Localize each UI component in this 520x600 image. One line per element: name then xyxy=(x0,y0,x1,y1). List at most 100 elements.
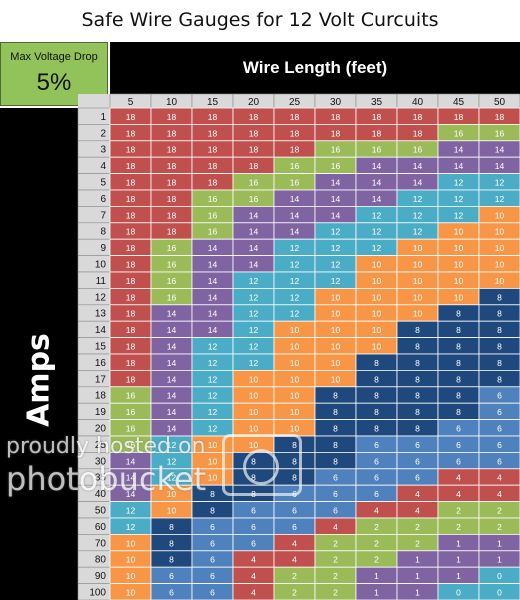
gauge-value-label: 16 xyxy=(208,210,218,220)
gauge-value-label: 10 xyxy=(495,227,505,237)
gauge-value-label: 6 xyxy=(415,473,420,483)
row-tick-label: 19 xyxy=(95,407,107,418)
gauge-value-label: 8 xyxy=(415,424,420,434)
gauge-value-label: 16 xyxy=(126,424,136,434)
gauge-value-label: 16 xyxy=(167,260,177,270)
gauge-value-label: 8 xyxy=(333,440,338,450)
gauge-value-label: 10 xyxy=(331,342,341,352)
gauge-value-label: 8 xyxy=(497,292,502,302)
gauge-value-label: 14 xyxy=(126,489,136,499)
gauge-value-label: 8 xyxy=(497,309,502,319)
gauge-value-label: 12 xyxy=(372,227,382,237)
gauge-value-label: 4 xyxy=(497,473,502,483)
gauge-value-label: 14 xyxy=(331,178,341,188)
gauge-value-label: 1 xyxy=(374,588,379,598)
gauge-value-label: 14 xyxy=(167,407,177,417)
row-tick-label: 15 xyxy=(95,342,107,353)
gauge-value-label: 10 xyxy=(290,391,300,401)
row-tick-label: 3 xyxy=(100,145,106,156)
gauge-value-label: 2 xyxy=(374,555,379,565)
gauge-value-label: 8 xyxy=(415,342,420,352)
gauge-value-label: 6 xyxy=(497,440,502,450)
gauge-value-label: 2 xyxy=(333,588,338,598)
gauge-value-label: 2 xyxy=(333,538,338,548)
gauge-value-label: 12 xyxy=(290,292,300,302)
gauge-value-label: 14 xyxy=(249,227,259,237)
gauge-value-label: 18 xyxy=(454,112,464,122)
gauge-value-label: 8 xyxy=(251,473,256,483)
gauge-value-label: 18 xyxy=(126,260,136,270)
gauge-value-label: 18 xyxy=(249,145,259,155)
gauge-value-label: 1 xyxy=(456,571,461,581)
gauge-value-label: 8 xyxy=(456,325,461,335)
gauge-value-label: 18 xyxy=(126,227,136,237)
row-tick-label: 30 xyxy=(95,456,107,467)
gauge-value-label: 6 xyxy=(292,489,297,499)
gauge-value-label: 4 xyxy=(251,571,256,581)
gauge-value-label: 1 xyxy=(456,555,461,565)
gauge-value-label: 2 xyxy=(374,538,379,548)
gauge-value-label: 2 xyxy=(374,522,379,532)
gauge-value-label: 8 xyxy=(415,407,420,417)
gauge-value-label: 18 xyxy=(208,145,218,155)
gauge-value-label: 6 xyxy=(210,555,215,565)
gauge-value-label: 18 xyxy=(167,145,177,155)
gauge-value-label: 8 xyxy=(456,358,461,368)
gauge-value-label: 18 xyxy=(290,112,300,122)
gauge-value-label: 1 xyxy=(497,555,502,565)
chart-title: Safe Wire Gauges for 12 Volt Curcuits xyxy=(81,9,439,31)
row-tick-label: 80 xyxy=(95,555,107,566)
row-tick-label: 2 xyxy=(100,128,106,139)
row-tick-label: 20 xyxy=(95,424,107,435)
column-tick-label: 30 xyxy=(330,97,342,108)
gauge-value-label: 1 xyxy=(415,571,420,581)
gauge-value-label: 14 xyxy=(249,243,259,253)
column-tick-label: 10 xyxy=(166,97,178,108)
gauge-value-label: 2 xyxy=(333,555,338,565)
gauge-value-label: 18 xyxy=(126,309,136,319)
gauge-value-label: 10 xyxy=(290,374,300,384)
gauge-value-label: 18 xyxy=(413,128,423,138)
gauge-value-label: 2 xyxy=(456,522,461,532)
column-tick-label: 15 xyxy=(207,97,219,108)
gauge-value-label: 8 xyxy=(456,407,461,417)
gauge-value-label: 8 xyxy=(210,489,215,499)
gauge-value-label: 12 xyxy=(167,473,177,483)
gauge-value-label: 14 xyxy=(249,260,259,270)
gauge-value-label: 6 xyxy=(415,440,420,450)
gauge-value-label: 14 xyxy=(249,210,259,220)
gauge-value-label: 12 xyxy=(208,342,218,352)
gauge-value-label: 10 xyxy=(454,243,464,253)
gauge-value-label: 6 xyxy=(374,440,379,450)
gauge-value-label: 10 xyxy=(249,391,259,401)
gauge-value-label: 10 xyxy=(249,424,259,434)
gauge-value-label: 0 xyxy=(456,588,461,598)
gauge-value-label: 18 xyxy=(208,128,218,138)
gauge-value-label: 12 xyxy=(331,243,341,253)
gauge-value-label: 10 xyxy=(249,440,259,450)
gauge-value-label: 8 xyxy=(169,555,174,565)
gauge-value-label: 16 xyxy=(126,391,136,401)
gauge-value-label: 6 xyxy=(251,538,256,548)
gauge-value-label: 14 xyxy=(372,178,382,188)
gauge-value-label: 12 xyxy=(249,342,259,352)
gauge-value-label: 10 xyxy=(372,309,382,319)
gauge-value-label: 14 xyxy=(372,194,382,204)
gauge-value-label: 18 xyxy=(331,112,341,122)
gauge-value-label: 18 xyxy=(126,374,136,384)
gauge-value-label: 6 xyxy=(169,571,174,581)
gauge-value-label: 18 xyxy=(126,325,136,335)
gauge-value-label: 18 xyxy=(372,128,382,138)
gauge-value-label: 14 xyxy=(167,325,177,335)
row-tick-label: 6 xyxy=(100,194,106,205)
gauge-value-label: 18 xyxy=(413,112,423,122)
gauge-value-label: 6 xyxy=(292,506,297,516)
gauge-value-label: 2 xyxy=(292,588,297,598)
gauge-value-label: 6 xyxy=(210,571,215,581)
gauge-value-label: 12 xyxy=(290,243,300,253)
gauge-value-label: 16 xyxy=(167,292,177,302)
gauge-value-label: 14 xyxy=(167,342,177,352)
gauge-value-label: 18 xyxy=(495,112,505,122)
gauge-value-label: 10 xyxy=(413,309,423,319)
gauge-value-label: 14 xyxy=(290,194,300,204)
